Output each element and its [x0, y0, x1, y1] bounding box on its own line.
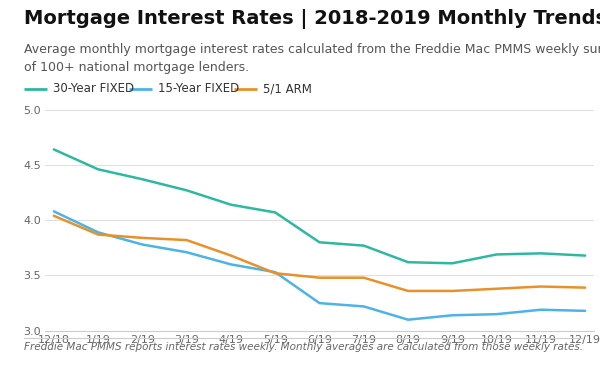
Text: Freddie Mac PMMS reports interest rates weekly. Monthly averages are calculated : Freddie Mac PMMS reports interest rates …	[24, 342, 583, 352]
Text: 30-Year FIXED: 30-Year FIXED	[53, 82, 134, 95]
Text: 15-Year FIXED: 15-Year FIXED	[158, 82, 239, 95]
Text: 5/1 ARM: 5/1 ARM	[263, 82, 311, 95]
Text: Mortgage Interest Rates | 2018-2019 Monthly Trends: Mortgage Interest Rates | 2018-2019 Mont…	[24, 9, 600, 29]
Text: Average monthly mortgage interest rates calculated from the Freddie Mac PMMS wee: Average monthly mortgage interest rates …	[24, 43, 600, 74]
